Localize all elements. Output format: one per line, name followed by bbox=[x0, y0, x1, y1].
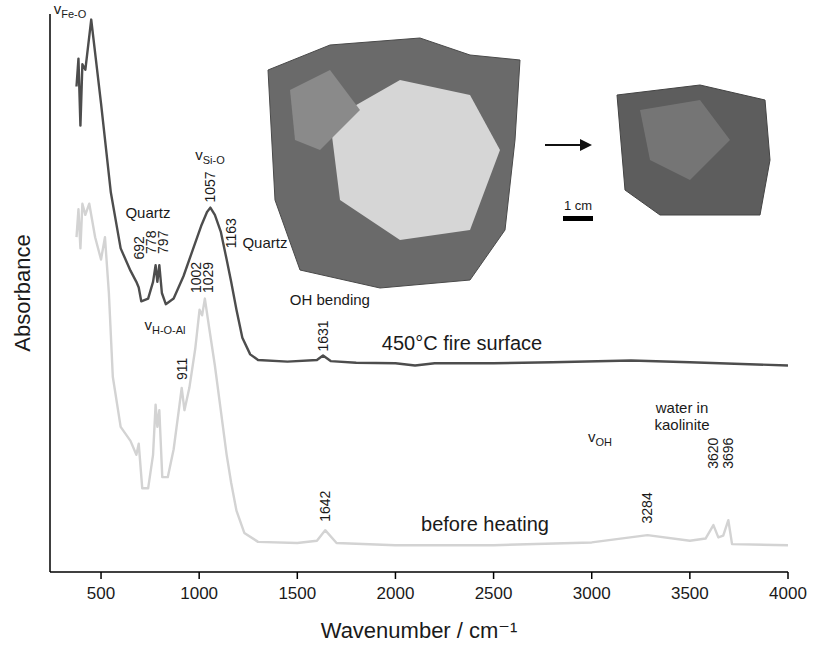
peak-label: 3696 bbox=[720, 437, 736, 468]
background bbox=[0, 0, 813, 648]
x-tick bbox=[591, 572, 593, 579]
annotation-subscript: Si-O bbox=[203, 154, 225, 166]
peak-label: 1057 bbox=[202, 171, 218, 202]
annotation: vOH bbox=[588, 428, 612, 448]
annotation-subscript: Fe-O bbox=[61, 8, 87, 20]
peak-label: 1642 bbox=[317, 490, 333, 521]
y-axis-line bbox=[49, 14, 51, 572]
x-axis-title: Wavenumber / cm⁻¹ bbox=[321, 618, 518, 643]
annotation-text: water in bbox=[655, 399, 709, 416]
annotation-text: Quartz bbox=[242, 234, 287, 251]
peak-label: 1631 bbox=[315, 320, 331, 351]
annotation-subscript: H-O-Al bbox=[152, 324, 186, 336]
x-tick bbox=[297, 572, 299, 579]
annotation: Quartz bbox=[125, 204, 170, 221]
annotation: water in bbox=[655, 399, 709, 416]
annotation-text: kaolinite bbox=[654, 416, 709, 433]
photos: 1 cm bbox=[268, 38, 770, 288]
rock-photo bbox=[268, 38, 520, 288]
peak-label: 3620 bbox=[705, 437, 721, 468]
annotation: Quartz bbox=[242, 234, 287, 251]
rock-photo-shade bbox=[290, 70, 360, 150]
annotations: vFe-O Quartz vSi-O Quartz OH bending vH-O-Al v… bbox=[54, 0, 710, 448]
y-axis-title: Absorbance bbox=[10, 234, 35, 351]
peak-label: 1029 bbox=[200, 262, 216, 293]
rock-photo-shade bbox=[640, 100, 730, 180]
annotation: vSi-O bbox=[195, 146, 225, 166]
series-label: before heating bbox=[421, 513, 549, 535]
annotation-text: Quartz bbox=[125, 204, 170, 221]
x-tick bbox=[787, 572, 789, 579]
scale-label: 1 cm bbox=[564, 198, 592, 213]
peak-label: 3284 bbox=[639, 492, 655, 523]
chart: 1 cm 500 1000 1500 2000 2500 3000 3500 4000 Waven… bbox=[0, 0, 813, 648]
x-tick bbox=[689, 572, 691, 579]
spectrum-line bbox=[77, 20, 789, 366]
x-tick bbox=[493, 572, 495, 579]
annotation: vFe-O bbox=[54, 0, 87, 20]
x-tick-label: 3000 bbox=[573, 584, 611, 603]
annotation: OH bending bbox=[290, 291, 370, 308]
x-tick-label: 1500 bbox=[278, 584, 316, 603]
axes: 500 1000 1500 2000 2500 3000 3500 4000 Wavenumbe… bbox=[10, 14, 807, 643]
arrow-head bbox=[580, 139, 592, 151]
x-tick-label: 3500 bbox=[671, 584, 709, 603]
peak-label: 911 bbox=[174, 358, 190, 381]
plot-area bbox=[77, 20, 789, 546]
x-tick bbox=[395, 572, 397, 579]
annotation: vH-O-Al bbox=[144, 316, 185, 336]
scale-bar bbox=[563, 216, 593, 221]
x-tick bbox=[100, 572, 102, 579]
series-label: 450°C fire surface bbox=[382, 332, 542, 354]
peak-label: 797 bbox=[155, 230, 171, 254]
annotation: kaolinite bbox=[654, 416, 709, 433]
peak-label: 1163 bbox=[223, 218, 239, 248]
x-tick-label: 2500 bbox=[475, 584, 513, 603]
annotation-subscript: OH bbox=[595, 436, 612, 448]
annotation-text: OH bending bbox=[290, 291, 370, 308]
x-tick bbox=[198, 572, 200, 579]
x-tick-label: 1000 bbox=[180, 584, 218, 603]
x-axis-line bbox=[50, 571, 788, 573]
x-tick-label: 500 bbox=[87, 584, 115, 603]
rock-photo-heated bbox=[617, 85, 770, 215]
x-tick-label: 2000 bbox=[377, 584, 415, 603]
arrow bbox=[545, 144, 582, 146]
spectrum-line bbox=[77, 204, 789, 545]
peak-labels: 6927787971057116316319111002102916423284… bbox=[131, 171, 737, 523]
x-tick-label: 4000 bbox=[769, 584, 807, 603]
